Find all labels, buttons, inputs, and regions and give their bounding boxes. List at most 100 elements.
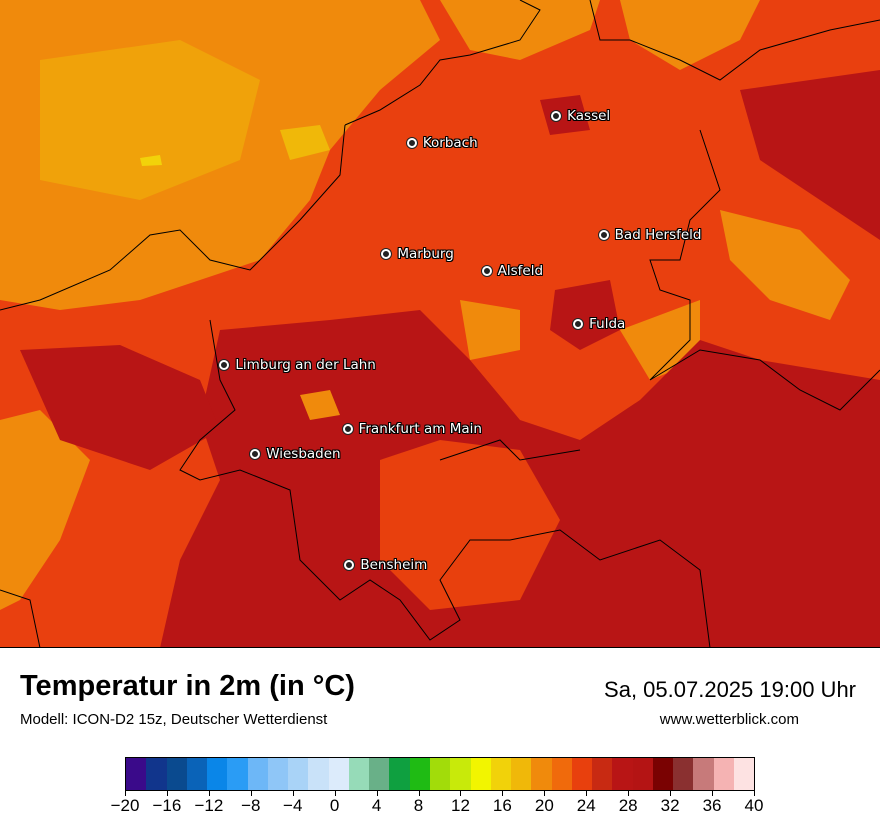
legend-tick-label: 20 (534, 796, 554, 815)
state-border (649, 129, 880, 411)
city-label: Korbach (422, 134, 478, 151)
legend-swatch (652, 758, 674, 790)
legend-tick (460, 791, 462, 796)
city-dot-icon (406, 137, 417, 148)
city-marker: Korbach (406, 134, 478, 151)
legend-tick-label: 12 (450, 796, 470, 815)
city-label: Wiesbaden (266, 445, 341, 462)
legend-swatch (531, 758, 552, 790)
legend-tick (166, 791, 168, 796)
city-marker: Fulda (573, 316, 625, 332)
model-source: Modell: ICON-D2 15z, Deutscher Wetterdie… (20, 711, 328, 728)
legend-swatch (267, 758, 289, 790)
city-label: Frankfurt am Main (358, 421, 482, 438)
legend-swatch (592, 758, 613, 790)
legend-tick-label: 0 (329, 796, 340, 815)
legend-tick-label: 24 (576, 796, 596, 815)
forecast-datetime: Sa, 05.07.2025 19:00 Uhr (604, 677, 856, 702)
city-marker: Frankfurt am Main (342, 421, 482, 438)
temp-zone-light (140, 155, 162, 166)
legend-tick (208, 791, 210, 796)
legend-tick-label: 8 (413, 796, 424, 815)
legend-tick-label: −4 (283, 796, 303, 815)
legend-swatch (409, 758, 430, 790)
legend-swatch (389, 758, 410, 790)
city-label: Marburg (397, 246, 454, 263)
legend-swatch (348, 758, 370, 790)
legend-tick-label: 40 (744, 796, 764, 815)
legend-tick (250, 791, 252, 796)
legend-swatch (126, 758, 147, 790)
legend-swatch (369, 758, 390, 790)
temp-zone-orange (460, 300, 520, 360)
city-dot-icon (481, 265, 492, 276)
city-marker: Limburg an der Lahn (219, 357, 376, 374)
legend-swatch (713, 758, 734, 790)
state-border (0, 589, 41, 647)
legend-tick (586, 791, 588, 796)
city-dot-icon (342, 424, 353, 435)
temp-zone-orange (720, 210, 850, 320)
city-dot-icon (344, 559, 355, 570)
legend-tick-label: 36 (702, 796, 722, 815)
legend-tick (292, 791, 294, 796)
city-label: Alsfeld (497, 262, 544, 279)
legend-tick (628, 791, 630, 796)
legend-tick (754, 791, 755, 796)
legend-tick-label: 4 (371, 796, 382, 815)
legend-swatch (166, 758, 187, 790)
legend-tick (418, 791, 420, 796)
legend-tick (376, 791, 378, 796)
legend-tick-label: 32 (660, 796, 680, 815)
legend-tick (502, 791, 504, 796)
legend-swatch (470, 758, 491, 790)
legend-swatch (227, 758, 248, 790)
legend-tick-label: −20 (110, 796, 140, 815)
legend-swatch (490, 758, 512, 790)
legend-tick (670, 791, 672, 796)
legend-tick (334, 791, 336, 796)
temp-zone-darkred (20, 345, 220, 470)
temp-zone-darkred (740, 70, 880, 240)
state-border (589, 0, 880, 81)
legend-tick-label: 28 (618, 796, 638, 815)
temp-zone-orange (620, 0, 760, 70)
temp-zone-mid (380, 440, 560, 610)
temp-zone-orange (300, 390, 340, 420)
state-border (344, 0, 541, 126)
website-link[interactable]: www.wetterblick.com (659, 711, 799, 728)
temp-zone-light (280, 125, 330, 160)
legend-swatch (146, 758, 167, 790)
state-border (0, 124, 346, 311)
temp-zone-orange (440, 0, 600, 60)
city-dot-icon (573, 319, 584, 330)
city-dot-icon (381, 249, 392, 260)
temperature-map: Kassel Korbach Bad Hersfeld Marburg Alsfeld F… (0, 0, 880, 648)
city-marker: Alsfeld (481, 262, 544, 279)
legend-swatch (693, 758, 714, 790)
temp-zone-light (40, 40, 260, 200)
legend-swatch (612, 758, 633, 790)
legend-swatch (186, 758, 208, 790)
city-dot-icon (598, 229, 609, 240)
temp-zone-darkred (540, 95, 590, 135)
map-title: Temperatur in 2m (in °C) (20, 670, 355, 702)
city-label: Fulda (589, 316, 626, 333)
legend-swatch (288, 758, 309, 790)
city-label: Limburg an der Lahn (235, 357, 376, 374)
legend-swatch (207, 758, 228, 790)
legend-swatch (673, 758, 694, 790)
temp-zone-orange (0, 410, 90, 610)
city-marker: Bad Hersfeld (598, 227, 702, 243)
legend-swatch (247, 758, 268, 790)
color-scale-legend (125, 757, 755, 791)
temperature-field (0, 0, 880, 647)
city-marker: Kassel (551, 108, 610, 124)
legend-swatch (571, 758, 593, 790)
state-border (439, 439, 581, 461)
city-dot-icon (250, 448, 261, 459)
legend-swatch (632, 758, 653, 790)
legend-tick-label: −16 (152, 796, 182, 815)
legend-swatch (551, 758, 572, 790)
legend-tick-label: −8 (241, 796, 261, 815)
